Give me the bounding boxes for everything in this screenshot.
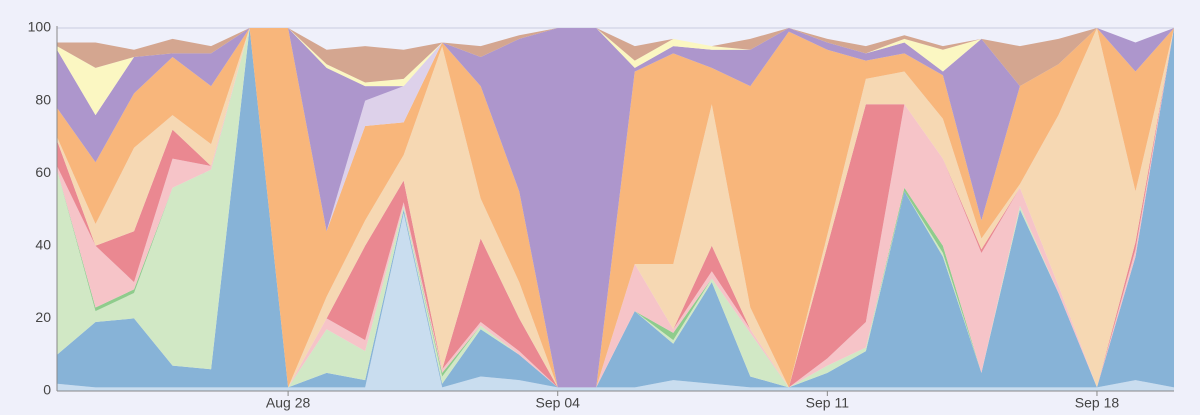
- area: [57, 28, 1174, 388]
- area: [57, 28, 1174, 388]
- area: [57, 28, 1174, 388]
- x-tick-label: Sep 18: [1075, 395, 1120, 411]
- area: [57, 28, 1174, 388]
- axes: 0 20 40 60 80 100 Aug 28 Sep 04 Sep 11 Sep 18: [28, 19, 1174, 411]
- areas: [57, 28, 1174, 391]
- area: [57, 28, 1174, 388]
- area: [57, 28, 1174, 388]
- x-tick-label: Aug 28: [266, 395, 311, 411]
- y-tick-label: 20: [35, 309, 51, 325]
- area: [57, 28, 1174, 87]
- x-tick-label: Sep 04: [536, 395, 581, 411]
- y-tick-label: 0: [43, 382, 51, 398]
- y-tick-label: 40: [35, 237, 51, 253]
- y-tick-label: 100: [28, 19, 52, 35]
- area: [57, 28, 1174, 116]
- y-tick-label: 60: [35, 164, 51, 180]
- area: [57, 28, 1174, 388]
- y-tick-label: 80: [35, 91, 51, 107]
- x-tick-label: Sep 11: [806, 395, 850, 411]
